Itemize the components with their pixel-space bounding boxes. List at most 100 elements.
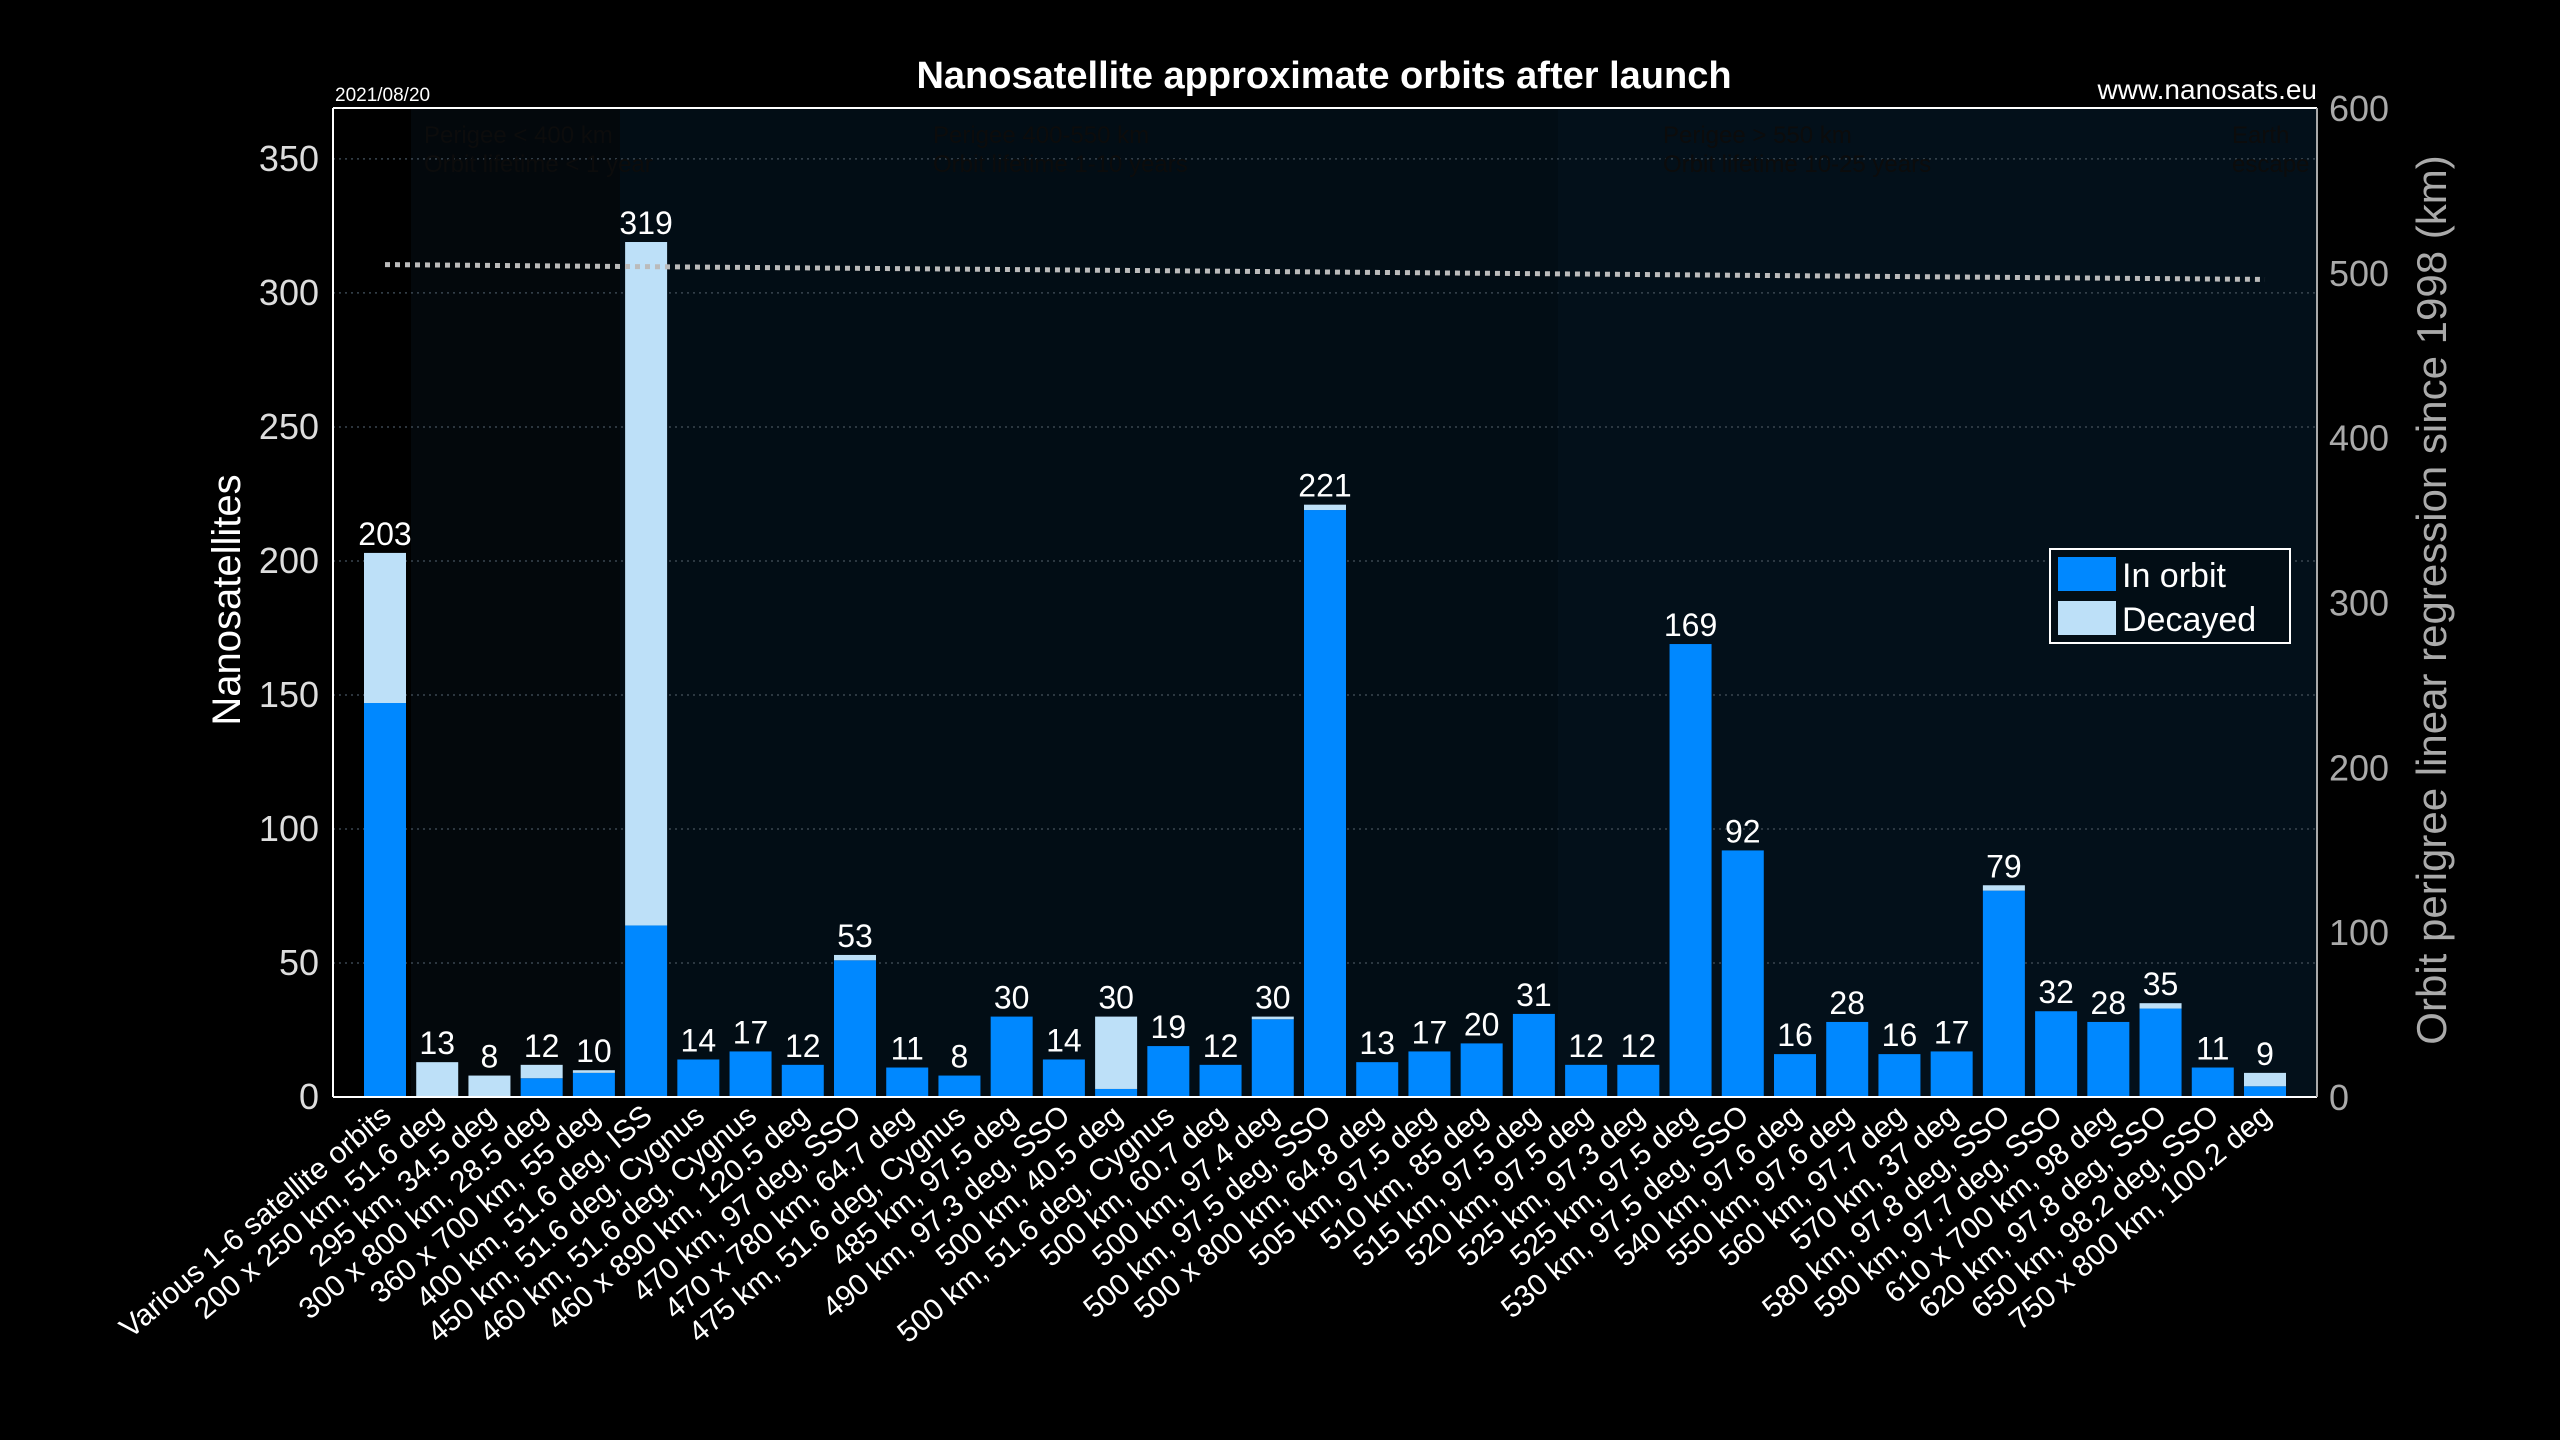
bar-decayed — [572, 1070, 615, 1073]
bar-decayed — [364, 552, 406, 704]
y-tick-label: 350 — [259, 138, 319, 179]
data-label: 8 — [951, 1039, 969, 1075]
data-label: 14 — [1046, 1022, 1082, 1058]
bar-decayed — [1304, 504, 1346, 511]
bar-decayed — [468, 1075, 511, 1097]
bar-in-orbit — [781, 1064, 824, 1097]
bar-in-orbit — [1669, 644, 1712, 1097]
data-label: 9 — [2256, 1036, 2274, 1072]
bar-in-orbit — [729, 1051, 772, 1097]
bar-in-orbit — [520, 1078, 563, 1097]
legend-label-decayed: Decayed — [2122, 601, 2256, 639]
bar-in-orbit — [2087, 1021, 2130, 1097]
region-1-line1: Perigee < 400 km — [424, 122, 613, 149]
y2-axis-title: Orbit perigree linear regression since 1… — [2408, 155, 2455, 1044]
data-label: 35 — [2143, 966, 2179, 1002]
bar-decayed — [834, 954, 876, 961]
data-label: 30 — [1098, 980, 1134, 1016]
region-band — [620, 108, 1558, 1097]
y2-tick-label: 400 — [2329, 418, 2389, 459]
data-label: 12 — [1203, 1028, 1239, 1064]
data-label: 8 — [481, 1039, 499, 1075]
source-label: www.nanosats.eu — [2097, 74, 2317, 105]
bar-in-orbit — [1147, 1046, 1190, 1097]
date-label: 2021/08/20 — [335, 85, 430, 106]
region-3-line2: Orbit lifetime 10-25 years — [1663, 151, 1931, 178]
y2-tick-label: 100 — [2329, 912, 2389, 953]
data-label: 20 — [1464, 1006, 1500, 1042]
bar-decayed — [1251, 1016, 1294, 1020]
bar-in-orbit — [1356, 1062, 1399, 1097]
bar-in-orbit — [2191, 1067, 2234, 1097]
data-label: 17 — [1934, 1014, 1970, 1050]
y2-tick-label: 300 — [2329, 583, 2389, 624]
y-tick-label: 150 — [259, 674, 319, 715]
bar-decayed — [1982, 885, 2025, 891]
bar-in-orbit — [1617, 1064, 1660, 1097]
region-labels: Perigee < 400 km Orbit lifetime < 1 year… — [424, 122, 2309, 178]
data-label: 30 — [994, 980, 1030, 1016]
data-label: 11 — [2196, 1031, 2229, 1067]
y2-tick-label: 0 — [2329, 1077, 2349, 1118]
data-label: 203 — [358, 516, 411, 552]
y2-tick-label: 200 — [2329, 747, 2389, 788]
bar-in-orbit — [938, 1075, 981, 1097]
bar-in-orbit — [625, 925, 668, 1097]
region-2-line2: Orbit lifetime 1-10 years — [933, 151, 1188, 178]
region-3-line1: Perigee > 550 km — [1663, 122, 1852, 149]
data-label: 17 — [733, 1014, 769, 1050]
bar-in-orbit — [1878, 1054, 1921, 1097]
bar-decayed — [2244, 1072, 2286, 1087]
data-label: 12 — [524, 1028, 560, 1064]
bar-in-orbit — [1095, 1088, 1138, 1097]
bar-in-orbit — [1826, 1021, 1869, 1097]
y-axis-title: Nanosatellites — [205, 474, 249, 725]
bar-in-orbit — [364, 703, 406, 1097]
data-label: 14 — [681, 1022, 717, 1058]
bar-in-orbit — [2035, 1011, 2078, 1097]
chart-title: Nanosatellite approximate orbits after l… — [916, 55, 1731, 97]
data-label: 16 — [1777, 1017, 1813, 1053]
bar-in-orbit — [1982, 890, 2025, 1097]
bar-in-orbit — [2244, 1086, 2286, 1097]
data-label: 17 — [1412, 1014, 1448, 1050]
bar-decayed — [2139, 1003, 2182, 1009]
data-label: 12 — [1568, 1028, 1604, 1064]
data-label: 10 — [576, 1033, 612, 1069]
bar-in-orbit — [1042, 1059, 1085, 1097]
bar-decayed — [520, 1064, 563, 1079]
data-label: 12 — [785, 1028, 821, 1064]
region-2-line1: Perigee 400-550 km — [933, 122, 1149, 149]
bars — [364, 242, 2286, 1097]
data-label: 53 — [837, 918, 873, 954]
bar-in-orbit — [1930, 1051, 1973, 1097]
data-label: 16 — [1882, 1017, 1918, 1053]
y-tick-label: 0 — [299, 1076, 319, 1117]
data-label: 169 — [1664, 607, 1717, 643]
data-label: 31 — [1516, 977, 1552, 1013]
y-tick-label: 50 — [279, 942, 319, 983]
data-label: 92 — [1725, 813, 1761, 849]
y-tick-label: 200 — [259, 540, 319, 581]
data-label: 221 — [1298, 468, 1351, 504]
data-label: 19 — [1151, 1009, 1187, 1045]
y2-tick-label: 500 — [2329, 253, 2389, 294]
bar-in-orbit — [1408, 1051, 1451, 1097]
data-label: 28 — [2091, 985, 2127, 1021]
data-label: 319 — [619, 205, 672, 241]
data-label: 13 — [419, 1025, 455, 1061]
axes: 0 50 100 150 200 250 300 350 0 100 200 300 400 500 600 — [259, 88, 2389, 1118]
legend-label-in-orbit: In orbit — [2122, 557, 2226, 595]
bar-in-orbit — [1460, 1043, 1503, 1097]
bar-decayed — [625, 242, 668, 926]
bar-in-orbit — [1512, 1013, 1555, 1097]
bar-in-orbit — [886, 1067, 929, 1097]
bar-in-orbit — [572, 1072, 615, 1097]
y-tick-label: 100 — [259, 808, 319, 849]
region-4-line2: escape — [2232, 151, 2309, 178]
regression-line — [384, 262, 2266, 282]
bar-in-orbit — [1304, 510, 1346, 1097]
